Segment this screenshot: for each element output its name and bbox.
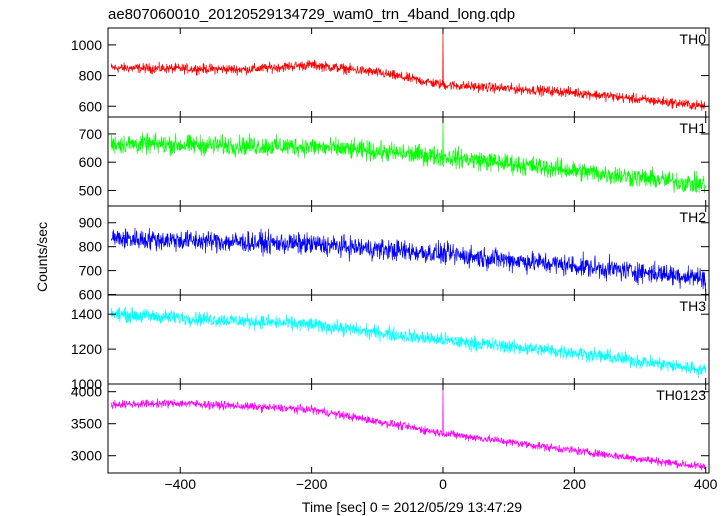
- panel-th2: 600 700 800 900 TH2: [79, 205, 710, 303]
- y-tick-label-th0-600: 600: [79, 98, 103, 114]
- y-tick-label-th3-1400: 1400: [71, 306, 102, 322]
- x-axis-label: Time [sec] 0 = 2012/05/29 13:47:29: [302, 499, 522, 515]
- y-axis-label: Counts/sec: [34, 222, 50, 292]
- y-tick-label-th2-700: 700: [79, 263, 103, 279]
- series-line-th0123: [110, 384, 707, 471]
- panel-label-th2: TH2: [680, 209, 707, 225]
- y-tick-label-th0-1000: 1000: [71, 37, 102, 53]
- series-line-th1: [110, 119, 706, 194]
- panels: 600 800 1000 TH0 500 600 700 TH1 600 700 800 900 TH2…: [71, 27, 718, 492]
- y-tick-label-th1-600: 600: [79, 154, 103, 170]
- y-tick-label-th2-800: 800: [79, 239, 103, 255]
- x-tick-label--200: −200: [296, 476, 328, 492]
- panel-label-th3: TH3: [680, 298, 707, 314]
- y-tick-label-th1-500: 500: [79, 182, 103, 198]
- panel-label-th0: TH0: [680, 31, 707, 47]
- series-line-th2: [110, 228, 707, 290]
- x-tick-label-400: 400: [694, 476, 718, 492]
- y-tick-label-th0123-3000: 3000: [71, 448, 102, 464]
- y-tick-label-th1-700: 700: [79, 126, 103, 142]
- y-tick-label-th2-900: 900: [79, 215, 103, 231]
- series-line-th3: [110, 306, 707, 379]
- panel-th1: 500 600 700 TH1: [79, 116, 710, 207]
- x-tick-label--400: −400: [164, 476, 196, 492]
- panel-frame-th0123: [107, 383, 710, 474]
- y-tick-label-th0-800: 800: [79, 68, 103, 84]
- x-tick-label-200: 200: [563, 476, 587, 492]
- panel-label-th1: TH1: [680, 120, 707, 136]
- panel-frame-th0: [107, 27, 710, 118]
- y-tick-label-th0123-3500: 3500: [71, 416, 102, 432]
- panel-th3: 1000 1200 1400 TH3: [71, 294, 710, 392]
- panel-frame-th1: [107, 116, 710, 207]
- y-tick-label-th3-1000: 1000: [71, 376, 102, 392]
- y-tick-label-th3-1200: 1200: [71, 341, 102, 357]
- panel-th0: 600 800 1000 TH0: [71, 27, 710, 118]
- chart-title: ae807060010_20120529134729_wam0_trn_4ban…: [108, 6, 515, 23]
- panel-th0123: 3000 3500 4000 TH0123: [71, 383, 710, 474]
- x-tick-label-0: 0: [439, 476, 447, 492]
- series-line-th0: [110, 29, 706, 111]
- y-tick-label-th2-600: 600: [79, 287, 103, 303]
- panel-label-th0123: TH0123: [656, 387, 706, 403]
- y-tick-label-th0123-4000: 4000: [71, 384, 102, 400]
